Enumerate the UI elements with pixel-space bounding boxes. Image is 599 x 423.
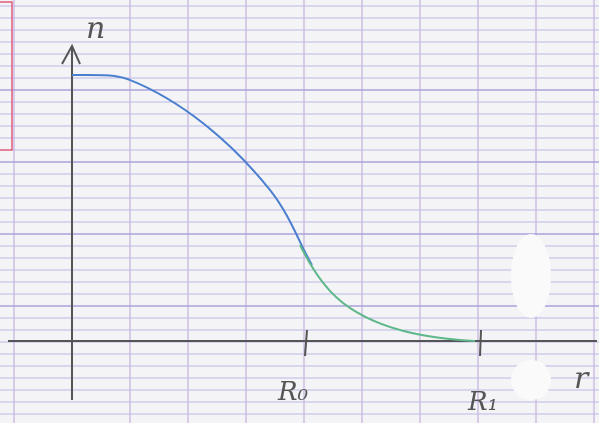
sketch: n r R₀ R₁ [0, 0, 599, 423]
punch-hole [511, 234, 551, 318]
paper [0, 0, 599, 423]
tick-label: R₀ [277, 377, 309, 407]
y-axis-label: n [86, 11, 105, 46]
x-axis-label: r [574, 361, 590, 396]
punch-hole [511, 360, 551, 400]
tick-label: R₁ [467, 387, 498, 417]
